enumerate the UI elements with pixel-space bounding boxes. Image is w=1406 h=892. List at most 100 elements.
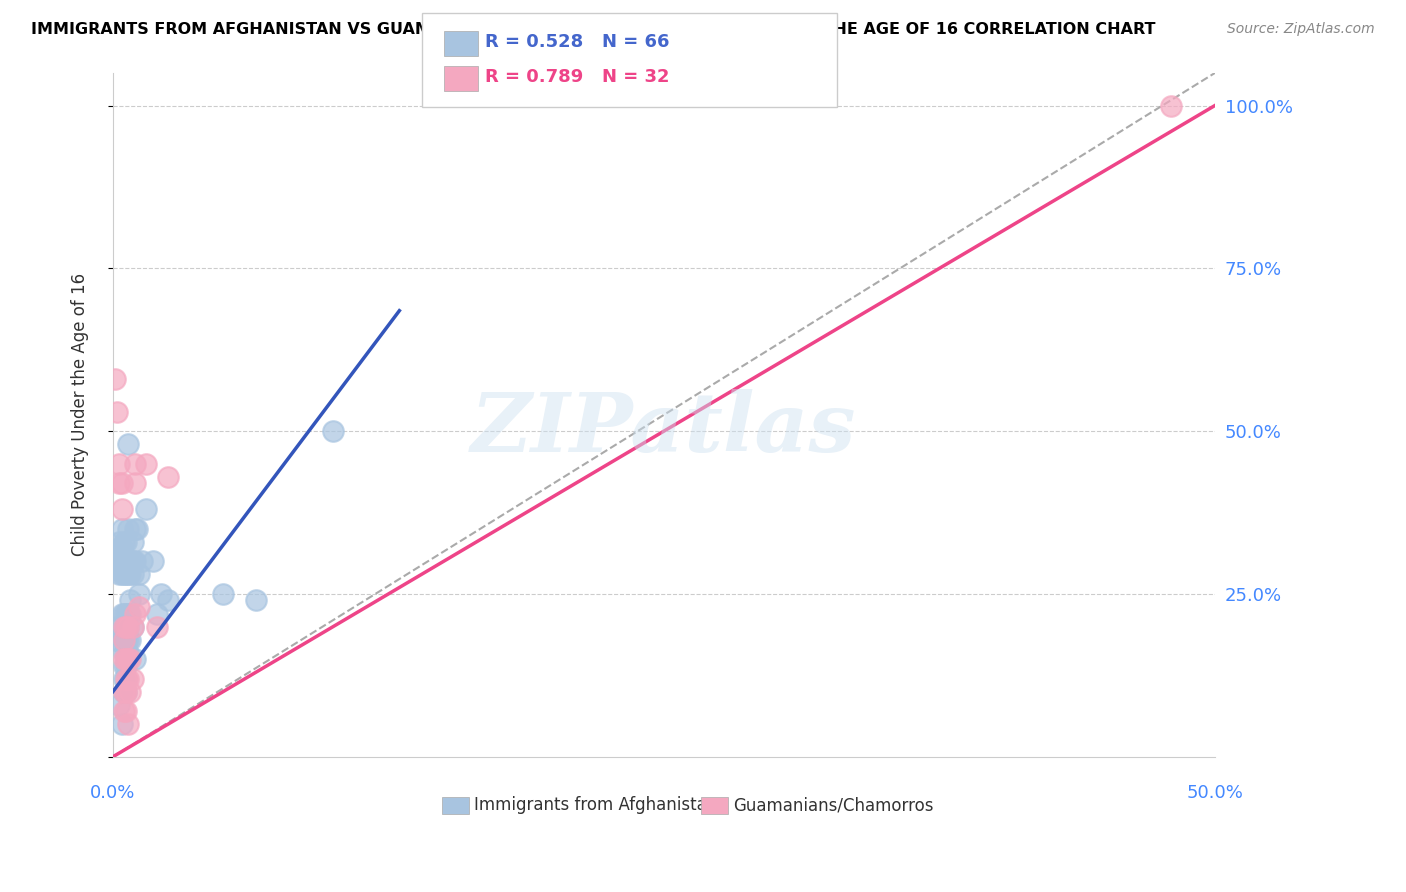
Point — [112, 632, 135, 647]
Point — [117, 646, 139, 660]
Point — [120, 554, 142, 568]
Point — [117, 632, 139, 647]
Point — [111, 554, 134, 568]
Point — [111, 567, 134, 582]
Point — [112, 684, 135, 698]
Point — [135, 502, 157, 516]
Point — [112, 534, 135, 549]
Text: R = 0.789   N = 32: R = 0.789 N = 32 — [485, 68, 669, 86]
Point — [150, 587, 173, 601]
Point — [115, 684, 138, 698]
Point — [146, 619, 169, 633]
Point — [117, 717, 139, 731]
Point — [120, 567, 142, 582]
Point — [115, 619, 138, 633]
Point — [111, 502, 134, 516]
Point — [115, 704, 138, 718]
Point — [112, 658, 135, 673]
Point — [108, 541, 131, 556]
Point — [117, 554, 139, 568]
Point — [115, 619, 138, 633]
Point — [124, 476, 146, 491]
Point — [115, 652, 138, 666]
Text: 50.0%: 50.0% — [1187, 784, 1243, 802]
Point — [117, 607, 139, 621]
Text: ZIPatlas: ZIPatlas — [471, 389, 856, 468]
Point — [128, 600, 150, 615]
Point — [112, 684, 135, 698]
Point — [131, 554, 153, 568]
Point — [115, 684, 138, 698]
Point — [117, 619, 139, 633]
Y-axis label: Child Poverty Under the Age of 16: Child Poverty Under the Age of 16 — [72, 273, 89, 557]
Point — [108, 534, 131, 549]
Point — [111, 541, 134, 556]
Point — [115, 554, 138, 568]
Point — [121, 554, 143, 568]
Point — [112, 619, 135, 633]
Point — [121, 672, 143, 686]
Point — [245, 593, 267, 607]
Point — [115, 567, 138, 582]
Point — [112, 652, 135, 666]
Point — [212, 587, 235, 601]
Text: R = 0.528   N = 66: R = 0.528 N = 66 — [485, 33, 669, 51]
Text: Source: ZipAtlas.com: Source: ZipAtlas.com — [1227, 22, 1375, 37]
Point — [121, 567, 143, 582]
Point — [120, 652, 142, 666]
Point — [112, 704, 135, 718]
Text: Immigrants from Afghanistan: Immigrants from Afghanistan — [474, 797, 717, 814]
Point — [108, 567, 131, 582]
Point — [120, 684, 142, 698]
Point — [121, 619, 143, 633]
Point — [117, 567, 139, 582]
Point — [108, 698, 131, 712]
Point — [115, 672, 138, 686]
Point — [124, 607, 146, 621]
Point — [108, 554, 131, 568]
Point — [124, 554, 146, 568]
Point — [115, 607, 138, 621]
Point — [115, 646, 138, 660]
Point — [120, 632, 142, 647]
FancyBboxPatch shape — [443, 797, 468, 814]
Point — [121, 534, 143, 549]
Point — [112, 646, 135, 660]
Point — [156, 593, 179, 607]
Point — [120, 607, 142, 621]
Point — [112, 607, 135, 621]
Point — [117, 652, 139, 666]
Point — [124, 652, 146, 666]
Point — [112, 554, 135, 568]
Point — [104, 372, 127, 386]
Point — [117, 619, 139, 633]
Point — [121, 619, 143, 633]
Point — [128, 567, 150, 582]
Point — [105, 619, 128, 633]
Point — [112, 672, 135, 686]
Point — [111, 607, 134, 621]
Point — [111, 717, 134, 731]
Point — [127, 522, 149, 536]
Point — [112, 619, 135, 633]
Point — [112, 632, 135, 647]
Point — [146, 607, 169, 621]
Point — [156, 469, 179, 483]
Text: IMMIGRANTS FROM AFGHANISTAN VS GUAMANIAN/CHAMORRO CHILD POVERTY UNDER THE AGE OF: IMMIGRANTS FROM AFGHANISTAN VS GUAMANIAN… — [31, 22, 1156, 37]
Point — [117, 672, 139, 686]
Point — [105, 632, 128, 647]
Point — [117, 522, 139, 536]
Point — [112, 567, 135, 582]
Point — [115, 632, 138, 647]
Text: Guamanians/Chamorros: Guamanians/Chamorros — [734, 797, 934, 814]
Point — [115, 658, 138, 673]
Point — [111, 476, 134, 491]
Point — [115, 672, 138, 686]
Point — [115, 534, 138, 549]
Point — [124, 522, 146, 536]
Point — [128, 587, 150, 601]
Point — [117, 437, 139, 451]
Point — [1160, 98, 1182, 112]
Point — [124, 457, 146, 471]
Point — [105, 404, 128, 418]
